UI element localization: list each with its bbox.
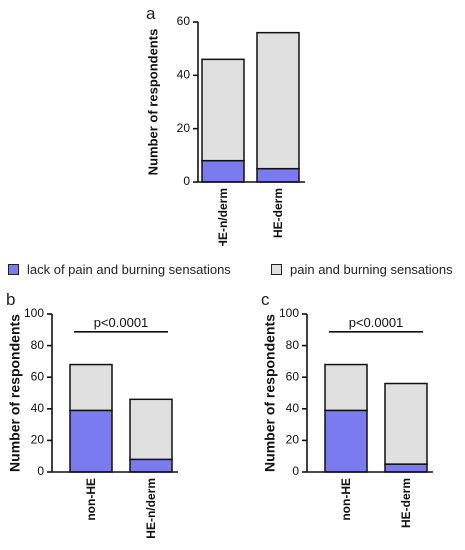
- chart-a: Number of respondents 0 20 40 60 HE-n/derm HE-…: [145, 14, 305, 246]
- bar-b-HE-n/derm-series-1: [129, 398, 173, 461]
- y-tick-label-a-0: 0: [183, 174, 190, 188]
- y-tick-label-c-80: 80: [286, 338, 300, 352]
- bar-b-non-HE-series-1: [69, 363, 113, 412]
- chart-c: Number of respondents 0 20 40 60 80 100 non-HE H…: [262, 306, 433, 528]
- panel-letter-b: b: [6, 290, 16, 309]
- x-tick-label-b-HE-n/derm: HE-n/derm: [144, 478, 158, 539]
- x-tick-label-b-non-HE: non-HE: [84, 478, 98, 521]
- y-tick-label-a-40: 40: [177, 68, 191, 82]
- chart-b: Number of respondents 0 20 40 60 80 100 non-HE H…: [7, 306, 178, 539]
- y-tick-label-b-60: 60: [31, 369, 45, 383]
- y-tick-label-c-20: 20: [286, 433, 300, 447]
- y-tick-label-b-40: 40: [31, 401, 45, 415]
- legend-swatch-pain: [271, 264, 282, 275]
- y-tick-label-b-0: 0: [37, 464, 44, 478]
- panel-letter-a: a: [146, 4, 156, 23]
- y-tick-label-b-20: 20: [31, 433, 45, 447]
- y-tick-label-a-20: 20: [177, 121, 191, 135]
- bar-a-HE-derm-series-0: [256, 167, 300, 183]
- bar-b-HE-n/derm-series-0: [129, 458, 173, 473]
- bar-a-HE-n/derm-series-0: [201, 159, 245, 183]
- legend-label-pain: pain and burning sensations: [290, 262, 453, 277]
- ylabel-b: Number of respondents: [7, 314, 23, 472]
- significance-label-b: p<0.0001: [94, 315, 149, 330]
- bar-c-non-HE-series-0: [324, 409, 368, 473]
- significance-label-c: p<0.0001: [349, 315, 404, 330]
- legend: lack of pain and burning sensations pain…: [0, 262, 465, 280]
- y-tick-label-c-40: 40: [286, 401, 300, 415]
- y-tick-label-b-100: 100: [24, 306, 44, 320]
- y-tick-label-a-60: 60: [177, 14, 191, 28]
- x-tick-label-c-non-HE: non-HE: [339, 478, 353, 521]
- panel-letter-c: c: [261, 290, 270, 309]
- bar-a-HE-n/derm-series-1: [201, 58, 245, 162]
- bar-c-HE-derm-series-1: [384, 382, 428, 465]
- ylabel-c: Number of respondents: [262, 314, 278, 472]
- bar-b-non-HE-series-0: [69, 409, 113, 473]
- legend-item-lack-of-pain: lack of pain and burning sensations: [8, 262, 231, 277]
- bar-c-HE-derm-series-0: [384, 463, 428, 473]
- y-tick-label-b-80: 80: [31, 338, 45, 352]
- legend-swatch-lack-of-pain: [8, 264, 19, 275]
- y-tick-label-c-60: 60: [286, 369, 300, 383]
- x-tick-label-a-HE-derm: HE-derm: [271, 188, 285, 238]
- legend-label-lack-of-pain: lack of pain and burning sensations: [27, 262, 231, 277]
- y-tick-label-c-100: 100: [279, 306, 299, 320]
- bar-c-non-HE-series-1: [324, 363, 368, 412]
- bar-a-HE-derm-series-1: [256, 31, 300, 170]
- ylabel-a: Number of respondents: [145, 29, 160, 176]
- y-tick-label-c-0: 0: [292, 464, 299, 478]
- legend-item-pain: pain and burning sensations: [271, 262, 453, 277]
- x-tick-label-c-HE-derm: HE-derm: [399, 478, 413, 528]
- x-tick-label-a-HE-n/derm: HE-n/derm: [216, 188, 230, 246]
